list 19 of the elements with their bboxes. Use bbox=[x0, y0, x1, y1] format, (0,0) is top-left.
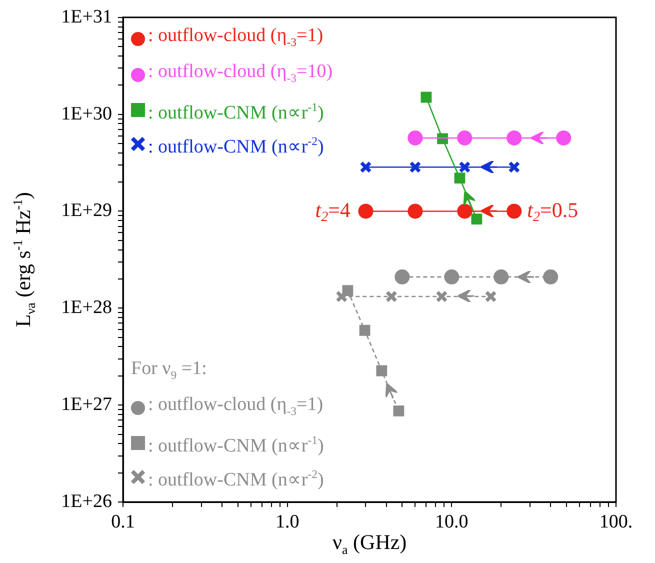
y-tick-label: 1E+28 bbox=[61, 297, 112, 318]
y-tick-label: 1E+31 bbox=[61, 6, 112, 28]
legend-label: : outflow-CNM (n∝r$^{-1}$) bbox=[148, 100, 324, 126]
legend-label: : outflow-cloud (η$_{-3}$=1) bbox=[148, 24, 324, 52]
legend-label: : outflow-cloud (η$_{-3}$=1) bbox=[148, 392, 324, 420]
y-tick-label: 1E+27 bbox=[61, 394, 112, 416]
legend-title: For ν$_{9}$ =1: bbox=[131, 357, 208, 384]
x-tick-label: 1.0 bbox=[275, 511, 300, 532]
x-axis-title: ν$_{a}$ (GHz) bbox=[332, 530, 407, 558]
y-tick-label: 1E+29 bbox=[61, 200, 112, 222]
legend-label: : outflow-CNM (n∝r$^{-1}$) bbox=[148, 432, 324, 458]
y-tick-label: 1E+30 bbox=[61, 103, 112, 124]
x-tick-label: 10.0 bbox=[435, 511, 468, 532]
x-tick-label: 100. bbox=[599, 511, 633, 532]
x-tick-label: 0.1 bbox=[111, 511, 135, 532]
legend-label: : outflow-CNM (n∝r$^{-2}$) bbox=[148, 134, 324, 160]
legend-label: : outflow-cloud (η$_{-3}$=10) bbox=[148, 60, 333, 87]
y-tick-label: 1E+26 bbox=[61, 490, 112, 512]
legend-label: : outflow-CNM (n∝r$^{-2}$) bbox=[148, 466, 324, 492]
